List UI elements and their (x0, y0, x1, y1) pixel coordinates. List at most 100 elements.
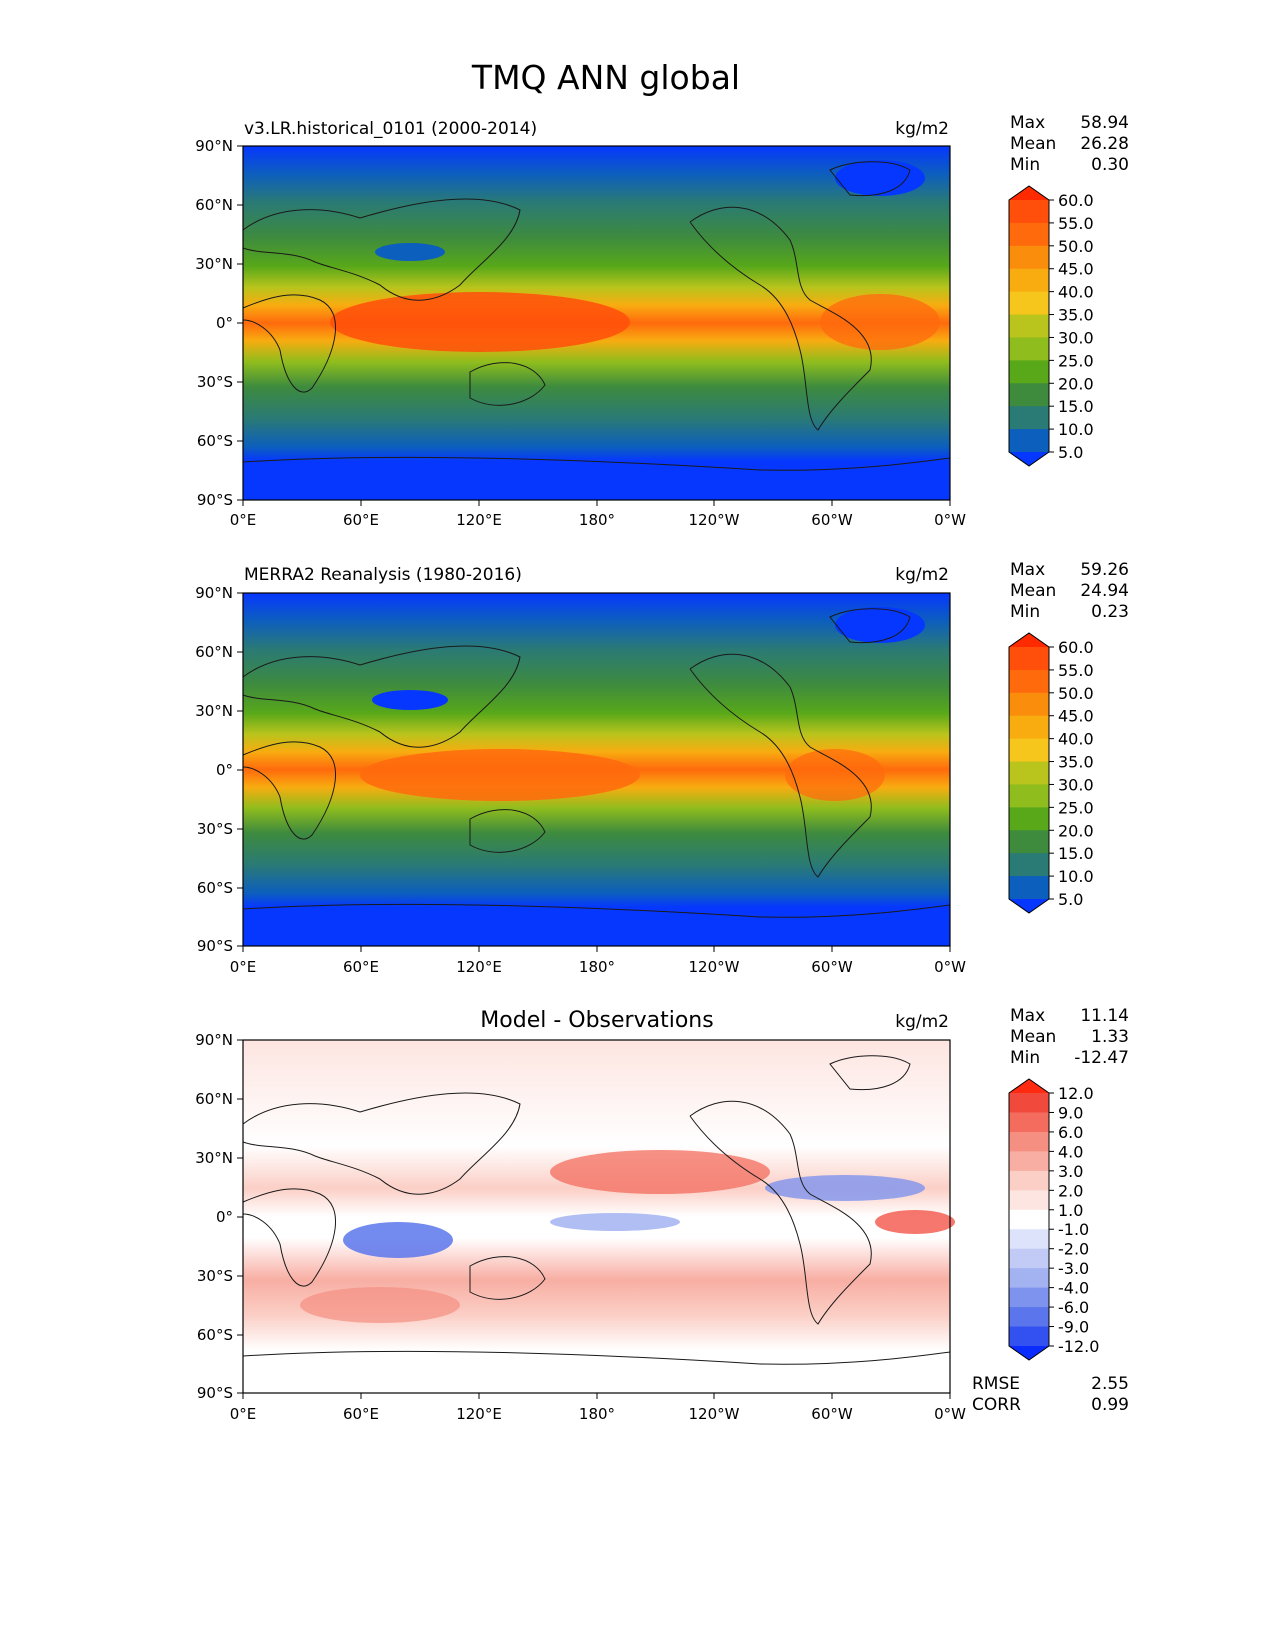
colorbar-swatch (1009, 245, 1049, 270)
panel-obs-xlabel-180: 180° (579, 958, 615, 976)
panel-obs-ylabel-90n: 90°N (195, 584, 233, 602)
colorbar-swatch (1009, 761, 1049, 786)
panel-obs-x-axis: 0°E 60°E 120°E 180° 120°W 60°W 0°W (230, 946, 966, 976)
panel-diff-xlabel-120w: 120°W (689, 1405, 740, 1423)
colorbar-swatch (1009, 738, 1049, 763)
panel-diff-xlabel-60e: 60°E (343, 1405, 379, 1423)
panel-model-warm-pool (330, 292, 630, 352)
panel-diff-xlabel-0e: 0°E (230, 1405, 257, 1423)
panel-diff-rmse-label: RMSE (972, 1374, 1020, 1394)
colorbar-swatch (1009, 1229, 1049, 1250)
colorbar-swatch (1009, 360, 1049, 384)
panel-diff-ylabel-0: 0° (216, 1208, 233, 1226)
panel-diff-corr-label: CORR (972, 1395, 1021, 1415)
colorbar-swatch (1009, 1248, 1049, 1269)
panel-obs-xlabel-60e: 60°E (343, 958, 379, 976)
panel-obs-colorbar: 60.0 55.0 50.0 45.0 40.0 35.0 30.0 25.0 20.0 15.0… (1008, 632, 1094, 914)
panel-model: v3.LR.historical_0101 (2000-2014) kg/m2 … (195, 113, 1129, 529)
colorbar-tick-label: 60.0 (1058, 191, 1094, 210)
colorbar-tick-label: 5.0 (1058, 890, 1083, 909)
colorbar-tick-label: 10.0 (1058, 867, 1094, 886)
panel-obs-ylabel-0: 0° (216, 761, 233, 779)
panel-model-amazon-maximum (820, 294, 940, 350)
colorbar-swatch (1009, 429, 1049, 453)
colorbar-tick-label: 10.0 (1058, 420, 1094, 439)
colorbar-tick-label: 25.0 (1058, 798, 1094, 817)
panel-model-colorbar: 60.0 55.0 50.0 45.0 40.0 35.0 30.0 25.0 20.0 15.0… (1008, 185, 1094, 467)
panel-model-mean-value: 26.28 (1080, 134, 1129, 154)
panel-diff-indian-ocean-negative (343, 1222, 453, 1258)
colorbar-tick-label: 45.0 (1058, 707, 1094, 726)
panel-model-ylabel-60n: 60°N (195, 196, 233, 214)
colorbar-tick-label: 20.0 (1058, 374, 1094, 393)
panel-obs-max-value: 59.26 (1080, 560, 1129, 580)
panel-diff-ylabel-60n: 60°N (195, 1090, 233, 1108)
panel-obs-greenland-minimum (835, 607, 925, 643)
panel-obs: MERRA2 Reanalysis (1980-2016) kg/m2 Max … (195, 560, 1129, 976)
panel-diff: Model - Observations kg/m2 Max Mean Min … (195, 1006, 1129, 1423)
panel-diff-mean-value: 1.33 (1091, 1027, 1129, 1047)
panel-diff-y-axis: 90°N 60°N 30°N 0° 30°S 60°S 90°S (195, 1031, 243, 1402)
colorbar-swatch (1009, 807, 1049, 831)
colorbar-swatch (1009, 406, 1049, 430)
colorbar-extend-min (1009, 1346, 1049, 1360)
panel-obs-xlabel-120e: 120°E (456, 958, 502, 976)
panel-model-y-axis: 90°N 60°N 30°N 0° 30°S 60°S 90°S (195, 137, 243, 509)
colorbar-tick-label: 1.0 (1058, 1201, 1083, 1220)
panel-model-xlabel-60w: 60°W (811, 511, 853, 529)
colorbar-tick-label: -4.0 (1058, 1279, 1089, 1298)
colorbar-tick-label: 40.0 (1058, 730, 1094, 749)
panel-obs-amazon-maximum (785, 749, 885, 801)
panel-model-greenland-minimum (835, 160, 925, 196)
colorbar-swatch (1009, 1112, 1049, 1133)
panel-diff-xlabel-0w: 0°W (934, 1405, 966, 1423)
colorbar-tick-label: 4.0 (1058, 1142, 1083, 1161)
panel-model-xlabel-120e: 120°E (456, 511, 502, 529)
panel-obs-title: MERRA2 Reanalysis (1980-2016) (244, 565, 522, 585)
colorbar-extend-max (1009, 1079, 1049, 1093)
panel-diff-atlantic-positive (875, 1210, 955, 1234)
colorbar-extend-max (1009, 633, 1049, 647)
colorbar-tick-label: 9.0 (1058, 1103, 1083, 1122)
panel-model-x-axis: 0°E 60°E 120°E 180° 120°W 60°W 0°W (230, 500, 966, 529)
panel-model-ylabel-90n: 90°N (195, 137, 233, 155)
panel-diff-corr-value: 0.99 (1091, 1395, 1129, 1415)
colorbar-swatch (1009, 222, 1049, 247)
colorbar-swatch (1009, 692, 1049, 717)
panel-obs-ylabel-90s: 90°S (197, 937, 233, 955)
colorbar-tick-label: 45.0 (1058, 260, 1094, 279)
panel-obs-mean-label: Mean (1010, 581, 1056, 601)
colorbar-tick-label: 15.0 (1058, 844, 1094, 863)
panel-diff-north-pacific-positive (550, 1150, 770, 1194)
colorbar-tick-label: -3.0 (1058, 1259, 1089, 1278)
colorbar-tick-label: 6.0 (1058, 1123, 1083, 1142)
panel-diff-coastlines (242, 1055, 951, 1365)
colorbar-swatch (1009, 1170, 1049, 1191)
colorbar-tick-label: 2.0 (1058, 1181, 1083, 1200)
panel-model-ylabel-0: 0° (216, 314, 233, 332)
colorbar-tick-label: 30.0 (1058, 328, 1094, 347)
colorbar-swatch (1009, 715, 1049, 740)
panel-obs-ylabel-60s: 60°S (197, 879, 233, 897)
colorbar-tick-label: 60.0 (1058, 638, 1094, 657)
colorbar-swatch (1009, 268, 1049, 293)
panel-diff-ylabel-30s: 30°S (197, 1267, 233, 1285)
panel-model-max-label: Max (1010, 113, 1045, 133)
colorbar-tick-label: 55.0 (1058, 661, 1094, 680)
panel-obs-xlabel-60w: 60°W (811, 958, 853, 976)
panel-diff-atlantic-itcz-negative (765, 1175, 925, 1201)
panel-obs-mean-value: 24.94 (1080, 581, 1129, 601)
colorbar-tick-label: 25.0 (1058, 351, 1094, 370)
panel-model-min-value: 0.30 (1091, 155, 1129, 175)
panel-diff-colorbar: 12.09.06.04.03.02.01.0-1.0-2.0-3.0-4.0-6… (1008, 1078, 1099, 1361)
colorbar-tick-label: 40.0 (1058, 283, 1094, 302)
panel-model-xlabel-120w: 120°W (689, 511, 740, 529)
panel-model-title: v3.LR.historical_0101 (2000-2014) (244, 119, 537, 139)
colorbar-tick-label: 55.0 (1058, 214, 1094, 233)
colorbar-tick-label: 50.0 (1058, 237, 1094, 256)
colorbar-swatch (1009, 1190, 1049, 1211)
panel-diff-max-value: 11.14 (1080, 1006, 1129, 1026)
colorbar-tick-label: 50.0 (1058, 684, 1094, 703)
panel-diff-xlabel-120e: 120°E (456, 1405, 502, 1423)
colorbar-swatch (1009, 876, 1049, 900)
